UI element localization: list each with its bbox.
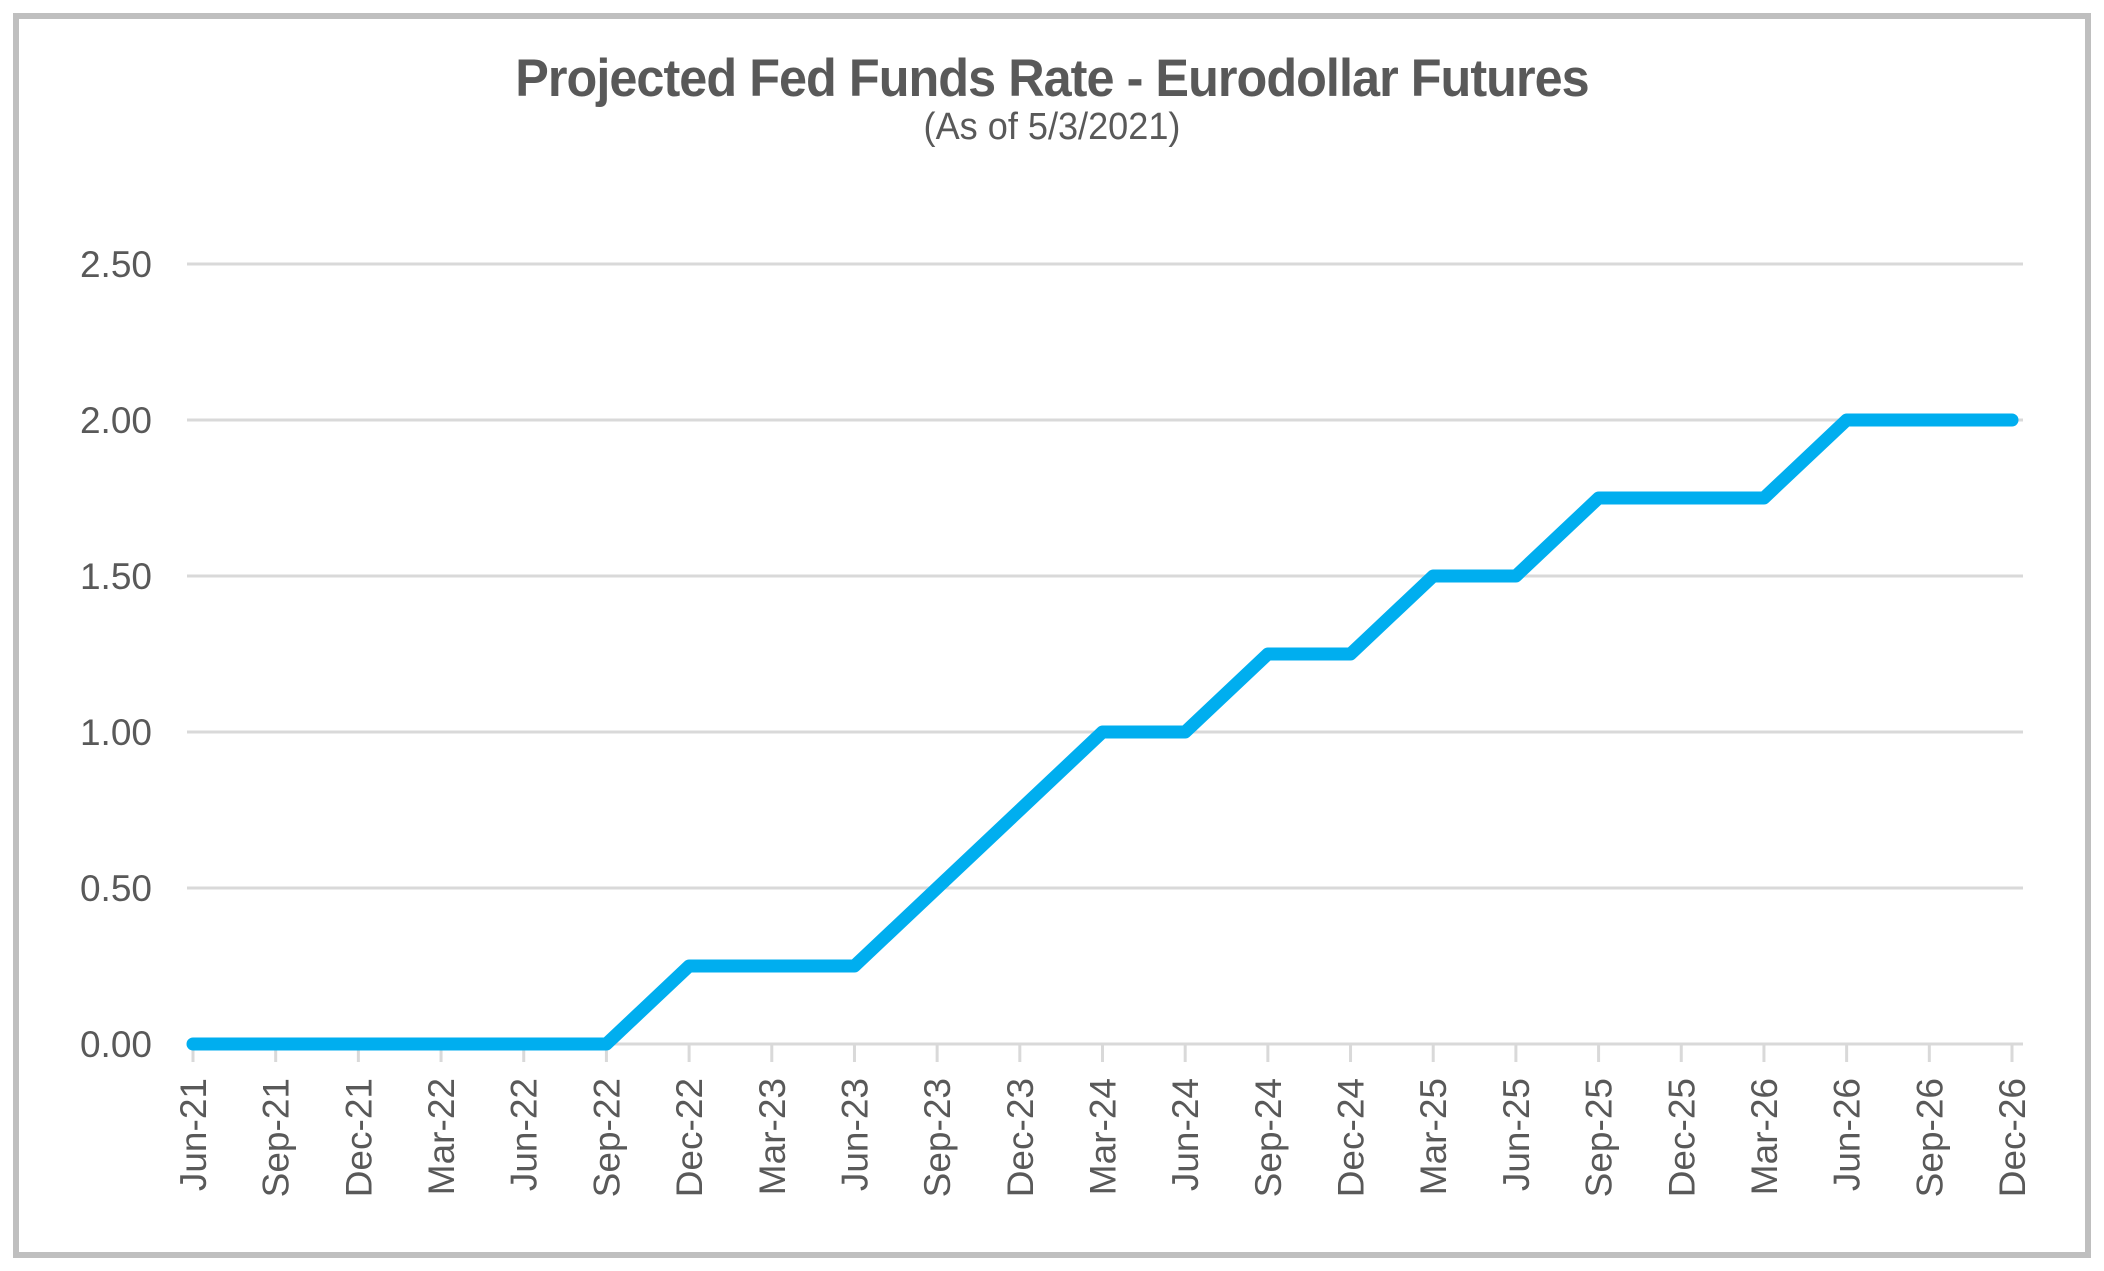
x-axis-tick-label: Dec-25 bbox=[1661, 1078, 1702, 1197]
x-axis-tick-label: Sep-22 bbox=[586, 1078, 627, 1197]
x-axis-tick-label: Sep-23 bbox=[917, 1078, 958, 1197]
x-axis-tick-label: Mar-25 bbox=[1413, 1078, 1454, 1195]
chart-title: Projected Fed Funds Rate - Eurodollar Fu… bbox=[515, 49, 1589, 108]
x-axis-tick-label: Dec-24 bbox=[1331, 1078, 1372, 1197]
x-axis-tick-label: Jun-25 bbox=[1496, 1078, 1537, 1191]
x-axis-tick-label: Jun-21 bbox=[173, 1078, 214, 1191]
x-axis-tick-label: Dec-21 bbox=[338, 1078, 379, 1197]
x-axis-tick-label: Sep-21 bbox=[256, 1078, 297, 1197]
x-axis-tick-label: Sep-24 bbox=[1248, 1078, 1289, 1197]
x-axis-tick-label: Mar-26 bbox=[1744, 1078, 1785, 1195]
chart-subtitle: (As of 5/3/2021) bbox=[923, 106, 1181, 148]
x-axis-tick-label: Jun-22 bbox=[504, 1078, 545, 1191]
y-axis-tick-label: 0.00 bbox=[80, 1024, 152, 1065]
x-axis-tick-label: Mar-22 bbox=[421, 1078, 462, 1195]
x-axis-tick-label: Dec-22 bbox=[669, 1078, 710, 1197]
x-axis-tick-label: Sep-26 bbox=[1909, 1078, 1950, 1197]
x-axis-tick-label: Sep-25 bbox=[1579, 1078, 1620, 1197]
y-axis-tick-label: 1.00 bbox=[80, 712, 152, 753]
x-axis-tick-label: Mar-23 bbox=[752, 1078, 793, 1195]
y-axis-tick-label: 2.00 bbox=[80, 400, 152, 441]
x-axis-tick-label: Dec-23 bbox=[1000, 1078, 1041, 1197]
x-axis-tick-label: Mar-24 bbox=[1083, 1078, 1124, 1195]
x-axis-tick-label: Dec-26 bbox=[1992, 1078, 2033, 1197]
fed-funds-rate-line bbox=[186, 413, 2019, 1051]
y-axis-tick-label: 0.50 bbox=[80, 868, 152, 909]
y-axis-tick-label: 2.50 bbox=[80, 244, 152, 285]
x-axis-tick-label: Jun-26 bbox=[1827, 1078, 1868, 1191]
y-axis-tick-label: 1.50 bbox=[80, 556, 152, 597]
x-axis-tick-label: Jun-24 bbox=[1165, 1078, 1206, 1191]
x-axis-tick-label: Jun-23 bbox=[834, 1078, 875, 1191]
